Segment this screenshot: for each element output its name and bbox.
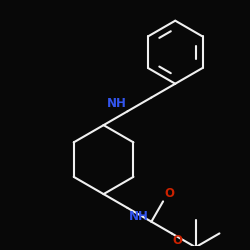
Text: NH: NH bbox=[128, 210, 148, 223]
Text: O: O bbox=[164, 188, 174, 200]
Text: O: O bbox=[173, 234, 183, 248]
Text: NH: NH bbox=[106, 97, 126, 110]
